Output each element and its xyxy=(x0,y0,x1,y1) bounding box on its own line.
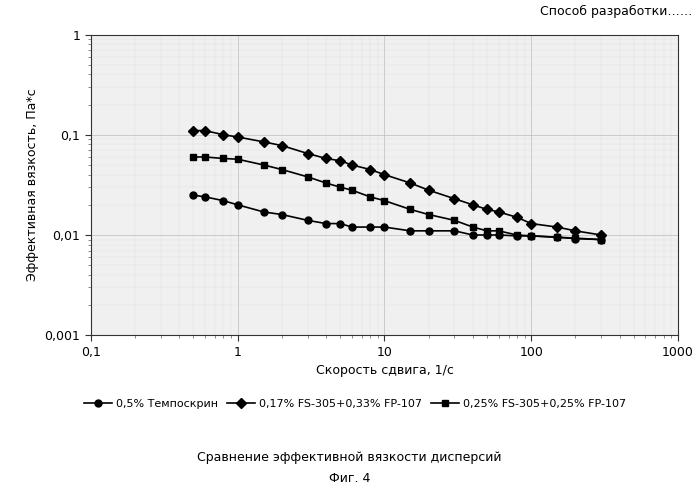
0,5% Темпоскрин xyxy=(347,224,356,230)
0,5% Темпоскрин xyxy=(189,192,198,198)
0,25% FS-305+0,25% FP-107 xyxy=(406,207,415,212)
0,25% FS-305+0,25% FP-107 xyxy=(450,217,459,223)
0,5% Темпоскрин xyxy=(259,209,268,215)
0,25% FS-305+0,25% FP-107 xyxy=(380,198,389,204)
0,25% FS-305+0,25% FP-107 xyxy=(303,174,312,180)
0,5% Темпоскрин xyxy=(571,236,579,242)
0,5% Темпоскрин xyxy=(468,232,477,238)
0,5% Темпоскрин xyxy=(513,233,521,239)
0,17% FS-305+0,33% FP-107 xyxy=(380,172,389,177)
0,17% FS-305+0,33% FP-107 xyxy=(468,202,477,208)
0,17% FS-305+0,33% FP-107 xyxy=(406,180,415,186)
0,25% FS-305+0,25% FP-107 xyxy=(278,167,286,173)
0,25% FS-305+0,25% FP-107 xyxy=(189,154,198,160)
Legend: 0,5% Темпоскрин, 0,17% FS-305+0,33% FP-107, 0,25% FS-305+0,25% FP-107: 0,5% Темпоскрин, 0,17% FS-305+0,33% FP-1… xyxy=(80,395,630,414)
0,17% FS-305+0,33% FP-107 xyxy=(189,128,198,134)
0,17% FS-305+0,33% FP-107 xyxy=(513,214,521,220)
0,25% FS-305+0,25% FP-107 xyxy=(322,180,330,186)
0,17% FS-305+0,33% FP-107 xyxy=(233,134,242,140)
0,5% Темпоскрин xyxy=(219,198,228,204)
0,25% FS-305+0,25% FP-107 xyxy=(336,184,345,190)
Line: 0,17% FS-305+0,33% FP-107: 0,17% FS-305+0,33% FP-107 xyxy=(190,127,605,239)
0,17% FS-305+0,33% FP-107 xyxy=(366,167,375,173)
0,17% FS-305+0,33% FP-107 xyxy=(553,224,561,230)
0,25% FS-305+0,25% FP-107 xyxy=(219,155,228,161)
0,25% FS-305+0,25% FP-107 xyxy=(259,162,268,168)
0,5% Темпоскрин xyxy=(597,237,605,243)
0,5% Темпоскрин xyxy=(450,228,459,234)
0,17% FS-305+0,33% FP-107 xyxy=(259,139,268,145)
0,25% FS-305+0,25% FP-107 xyxy=(553,234,561,240)
Text: Фиг. 4: Фиг. 4 xyxy=(329,472,370,485)
Text: Сравнение эффективной вязкости дисперсий: Сравнение эффективной вязкости дисперсий xyxy=(197,451,502,464)
0,25% FS-305+0,25% FP-107 xyxy=(597,237,605,243)
0,5% Темпоскрин xyxy=(201,194,209,200)
0,17% FS-305+0,33% FP-107 xyxy=(424,187,433,193)
0,25% FS-305+0,25% FP-107 xyxy=(527,233,535,239)
0,17% FS-305+0,33% FP-107 xyxy=(219,132,228,138)
0,5% Темпоскрин xyxy=(303,217,312,223)
0,25% FS-305+0,25% FP-107 xyxy=(483,228,491,234)
0,17% FS-305+0,33% FP-107 xyxy=(201,128,209,134)
0,25% FS-305+0,25% FP-107 xyxy=(201,154,209,160)
0,5% Темпоскрин xyxy=(336,220,345,226)
0,17% FS-305+0,33% FP-107 xyxy=(303,150,312,156)
Text: Способ разработки……: Способ разработки…… xyxy=(540,5,692,18)
0,25% FS-305+0,25% FP-107 xyxy=(513,232,521,238)
Line: 0,25% FS-305+0,25% FP-107: 0,25% FS-305+0,25% FP-107 xyxy=(190,153,605,243)
0,25% FS-305+0,25% FP-107 xyxy=(347,187,356,193)
0,5% Темпоскрин xyxy=(553,234,561,240)
0,17% FS-305+0,33% FP-107 xyxy=(450,196,459,202)
0,25% FS-305+0,25% FP-107 xyxy=(233,156,242,162)
0,17% FS-305+0,33% FP-107 xyxy=(336,158,345,164)
0,5% Темпоскрин xyxy=(278,211,286,217)
0,25% FS-305+0,25% FP-107 xyxy=(424,211,433,217)
0,5% Темпоскрин xyxy=(527,233,535,239)
0,25% FS-305+0,25% FP-107 xyxy=(571,235,579,241)
0,17% FS-305+0,33% FP-107 xyxy=(494,209,503,215)
0,17% FS-305+0,33% FP-107 xyxy=(527,220,535,226)
0,5% Темпоскрин xyxy=(322,220,330,226)
0,17% FS-305+0,33% FP-107 xyxy=(347,162,356,168)
0,17% FS-305+0,33% FP-107 xyxy=(322,155,330,161)
0,5% Темпоскрин xyxy=(366,224,375,230)
0,17% FS-305+0,33% FP-107 xyxy=(278,142,286,148)
0,17% FS-305+0,33% FP-107 xyxy=(483,207,491,212)
0,17% FS-305+0,33% FP-107 xyxy=(571,228,579,234)
X-axis label: Скорость сдвига, 1/с: Скорость сдвига, 1/с xyxy=(315,364,454,377)
Line: 0,5% Темпоскрин: 0,5% Темпоскрин xyxy=(190,192,605,243)
0,5% Темпоскрин xyxy=(233,202,242,208)
0,25% FS-305+0,25% FP-107 xyxy=(494,228,503,234)
0,5% Темпоскрин xyxy=(424,228,433,234)
Y-axis label: Эффективная вязкость, Па*с: Эффективная вязкость, Па*с xyxy=(26,89,39,281)
0,5% Темпоскрин xyxy=(494,232,503,238)
0,5% Темпоскрин xyxy=(380,224,389,230)
0,25% FS-305+0,25% FP-107 xyxy=(468,224,477,230)
0,17% FS-305+0,33% FP-107 xyxy=(597,232,605,238)
0,5% Темпоскрин xyxy=(483,232,491,238)
0,25% FS-305+0,25% FP-107 xyxy=(366,194,375,200)
0,5% Темпоскрин xyxy=(406,228,415,234)
